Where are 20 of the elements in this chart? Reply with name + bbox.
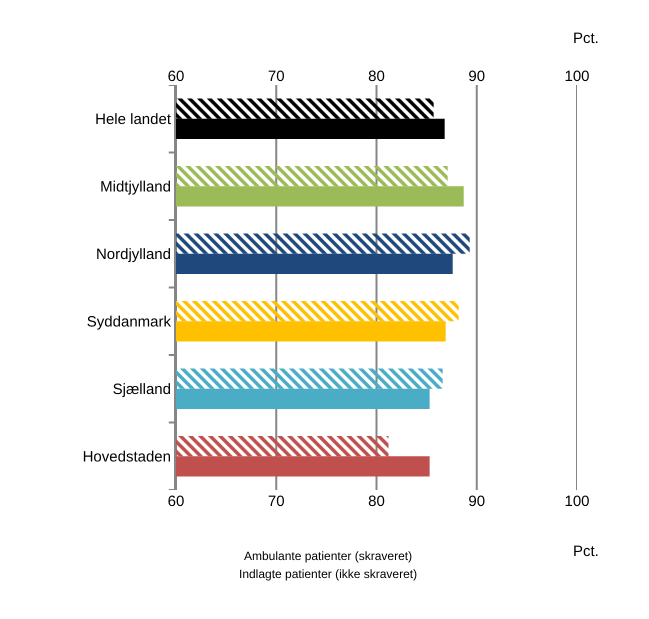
x2-tick-label: 90: [468, 493, 486, 510]
x-tick-label: 70: [268, 68, 285, 85]
y-tick-label: Midtjylland: [100, 178, 171, 196]
x2-axis-title: Pct.: [573, 30, 599, 47]
x-tick-label: 80: [368, 68, 385, 85]
y-tick-label: Syddanmark: [86, 314, 172, 330]
x2-tick-label: 80: [368, 493, 385, 510]
y-tick-label: Nordjylland: [96, 246, 171, 263]
x-tick-label: 60: [168, 68, 184, 85]
text: Ambulante patienter (skraveret): [244, 549, 412, 563]
y-tick-label: Sjælland: [112, 381, 171, 398]
x-tick-label: 100: [564, 68, 590, 85]
x2-tick-label: 60: [168, 493, 184, 510]
x2-tick-label: 70: [268, 493, 285, 510]
x2-tick-label: 100: [564, 493, 590, 510]
text: Indlagte patienter (ikke skraveret): [239, 567, 418, 581]
x-tick-label: 90: [468, 68, 486, 85]
y-tick-label: Hovedstaden: [82, 448, 171, 466]
y-tick-label: Hele landet: [95, 111, 172, 128]
x-axis-title: Pct.: [573, 543, 599, 560]
